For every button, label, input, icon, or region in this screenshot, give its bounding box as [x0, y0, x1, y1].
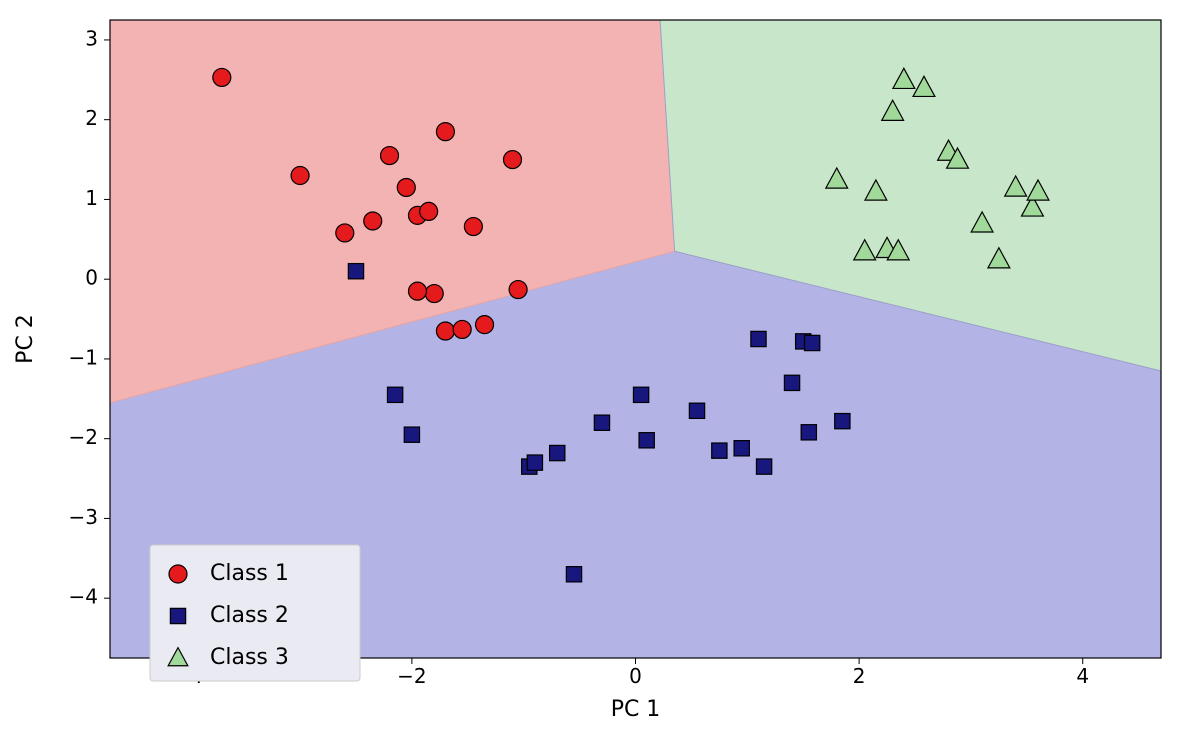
xlabel: PC 1	[611, 697, 661, 722]
xtick-label: 2	[853, 664, 866, 688]
ylabel: PC 2	[13, 314, 38, 364]
ytick-label: 1	[85, 186, 98, 210]
chart-container: −4−2024−4−3−2−10123PC 1PC 2Class 1Class …	[0, 0, 1191, 738]
ytick-label: 2	[85, 106, 98, 130]
xtick-label: 0	[629, 664, 642, 688]
ytick-label: 3	[85, 26, 98, 50]
ytick-label: −1	[69, 345, 98, 369]
ytick-label: 0	[85, 266, 98, 290]
ytick-label: −3	[69, 505, 98, 529]
legend: Class 1 Class 2 Class 3	[150, 545, 360, 681]
ytick-label: −2	[69, 425, 98, 449]
scatter-chart: −4−2024−4−3−2−10123PC 1PC 2Class 1Class …	[0, 0, 1191, 738]
xtick-label: −2	[397, 664, 426, 688]
legend-label-1: Class 1	[210, 561, 289, 586]
xtick-label: 4	[1076, 664, 1089, 688]
legend-label-3: Class 3	[210, 645, 289, 670]
ytick-label: −4	[69, 585, 98, 609]
legend-label-2: Class 2	[210, 603, 289, 628]
